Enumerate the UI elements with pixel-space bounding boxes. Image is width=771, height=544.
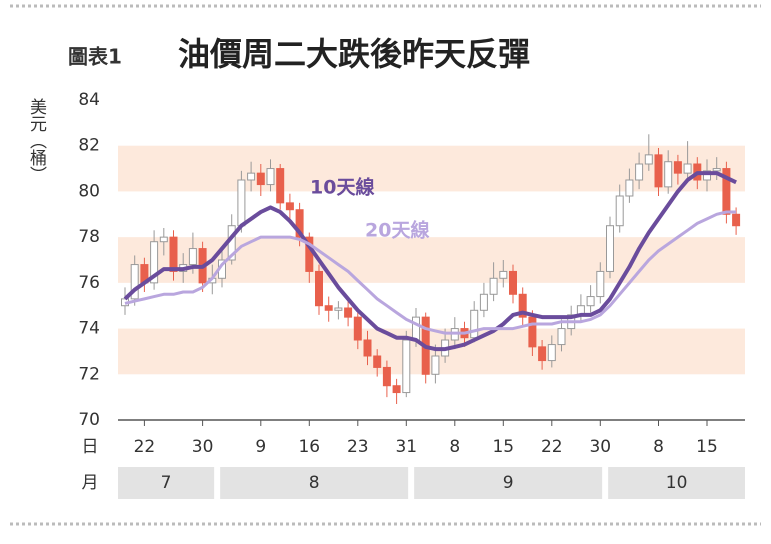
candle-body (732, 213, 741, 227)
y-tick-label: 80 (78, 181, 100, 201)
candle-body (353, 316, 362, 341)
y-tick-label: 74 (78, 319, 100, 339)
grid-band (118, 145, 745, 192)
candle-body (130, 264, 139, 300)
candle-body (237, 179, 246, 227)
month-band (414, 467, 603, 499)
candle-body (266, 168, 275, 186)
candle-body (683, 163, 692, 174)
y-tick-label: 84 (78, 90, 100, 110)
candle-body (654, 154, 663, 188)
candle-body (509, 270, 517, 295)
candle-body (150, 241, 159, 284)
chart-label: 圖表1 (68, 45, 122, 69)
candle-body (188, 248, 197, 266)
candle-body (363, 339, 372, 357)
y-axis-label: 美元（桶） (26, 98, 47, 183)
candle-body (247, 172, 256, 181)
x-tick-label: 8 (449, 437, 460, 457)
candle-body (373, 355, 382, 368)
candle-body (479, 293, 488, 311)
candle-body (557, 328, 566, 346)
x-tick-label: 30 (192, 437, 214, 457)
candle-body (276, 168, 285, 204)
candle-body (644, 154, 653, 165)
candle-body (470, 309, 479, 339)
candle-body (412, 316, 420, 341)
x-tick-label: 30 (589, 437, 611, 457)
x-tick-label: 8 (653, 437, 664, 457)
candle-body (402, 339, 411, 394)
month-label: 7 (161, 473, 172, 493)
ma-line (124, 210, 737, 335)
month-band (608, 467, 745, 499)
y-tick-label: 72 (78, 364, 100, 384)
x-tick-label: 31 (395, 437, 417, 457)
candle-body (315, 270, 323, 307)
candle-body (528, 316, 537, 348)
candle-body (295, 209, 304, 238)
month-label: 9 (503, 473, 514, 493)
candle-body (392, 385, 401, 394)
y-tick-label: 78 (78, 227, 100, 247)
candle-body (382, 366, 391, 387)
x-tick-label: 15 (696, 437, 718, 457)
candle-body (159, 236, 168, 243)
x-tick-label: 22 (134, 437, 156, 457)
day-row-label: 日 (82, 437, 99, 457)
x-tick-label: 23 (347, 437, 369, 457)
candle-body (625, 179, 634, 197)
candle-body (431, 355, 440, 375)
candle-body (285, 202, 294, 211)
month-band (220, 467, 409, 499)
ma-line (123, 171, 737, 352)
candle-body (489, 277, 498, 295)
chart-title: 油價周二大跌後昨天反彈 (178, 35, 530, 73)
candle-body (635, 163, 644, 181)
candle-body (606, 225, 614, 272)
candle-body (256, 172, 265, 186)
candle-body (538, 346, 547, 362)
candle-body (664, 161, 673, 188)
candle-body (547, 344, 556, 362)
candle-body (344, 307, 353, 318)
candle-body (499, 270, 508, 279)
x-tick-label: 9 (255, 437, 266, 457)
y-tick-label: 70 (78, 410, 100, 430)
candle-body (703, 170, 711, 181)
month-label: 8 (309, 473, 320, 493)
x-tick-label: 22 (541, 437, 563, 457)
x-tick-label: 15 (492, 437, 514, 457)
candle-body (334, 307, 343, 311)
x-tick-label: 16 (298, 437, 320, 457)
y-tick-label: 76 (78, 273, 100, 293)
candle-body (673, 161, 682, 174)
candle-body (324, 305, 333, 311)
y-tick-label: 82 (78, 136, 100, 156)
month-row-label: 月 (82, 473, 99, 493)
month-label: 10 (666, 473, 688, 493)
candle-body (712, 168, 721, 172)
series-label: 10天線 (310, 176, 374, 199)
month-band (118, 467, 215, 499)
candle-body (596, 270, 605, 298)
candle-body (169, 236, 178, 272)
candle-body (518, 293, 527, 318)
candle-body (615, 195, 624, 227)
series-label: 20天線 (365, 219, 429, 242)
candle-body (722, 168, 731, 215)
candle-body (586, 296, 595, 307)
